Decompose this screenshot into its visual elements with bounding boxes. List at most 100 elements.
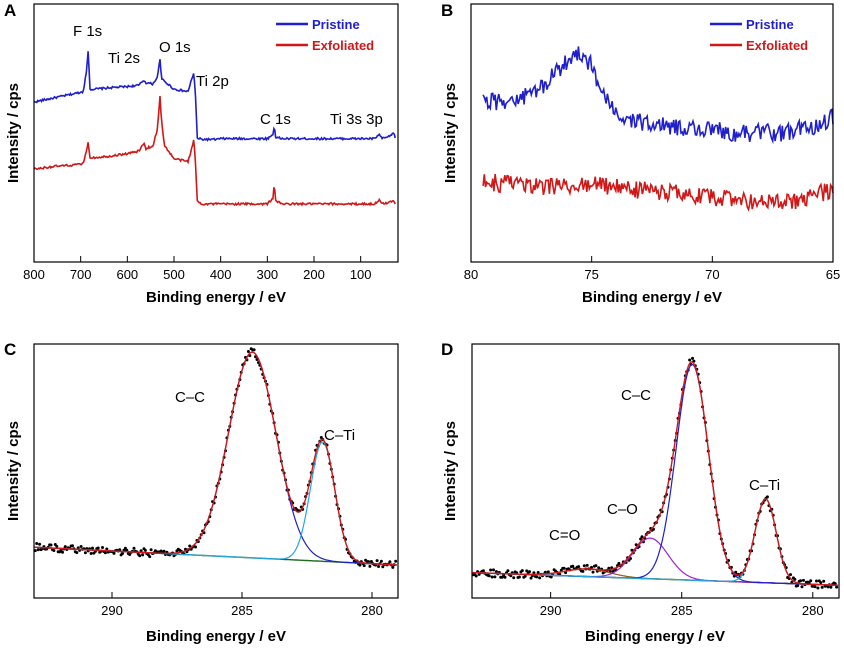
data-point-c-55 [112,551,116,555]
data-point-c-40 [91,546,94,550]
data-point-c-29 [75,551,79,555]
data-point-c-77 [143,548,147,552]
data-point-c-74 [139,549,143,553]
data-point-c-26 [71,544,74,548]
panel-d: D 290 285 280 Binding energy / eV Intensit… [441,340,840,645]
data-point-c-13 [52,549,56,552]
data-point-d-73 [577,565,581,569]
data-point-c-242 [379,559,383,563]
envelope-line-c [33,351,397,566]
data-points-c [33,347,398,569]
annotation-c-cc: C–C [175,389,205,406]
data-point-d-223 [793,577,797,581]
data-point-d-229 [802,578,805,582]
x-tick-label-a-6: 200 [303,267,325,282]
data-point-d-20 [500,575,504,579]
panel-c-ylabel: Intensity / cps [5,421,22,521]
data-point-d-87 [597,566,601,570]
panel-a-annotations: F 1s Ti 2s O 1s Ti 2p C 1s Ti 3s 3p [73,23,383,128]
data-point-c-73 [138,554,142,558]
data-point-d-2 [474,574,478,578]
data-point-d-52 [546,570,550,574]
x-tick-label-a-5: 300 [256,267,278,282]
panel-d-xlabel: Binding energy / eV [585,628,725,645]
panel-d-annotations: C=O C–O C–C C–Ti [549,387,780,544]
data-point-d-36 [523,574,527,578]
panel-c: C 290 285 280 Binding energy / eV Intensit… [4,340,399,645]
data-point-d-204 [765,495,769,499]
data-point-d-69 [571,564,575,568]
x-tick-label-b-0: 80 [464,267,478,282]
annotation-d-cc: C–C [621,387,651,404]
annotation-d-co: C–O [607,501,638,518]
panel-d-letter: D [441,340,453,359]
series-pristine-a [33,51,396,143]
panel-c-xlabel: Binding energy / eV [146,628,286,645]
annotation-ti2s: Ti 2s [108,50,140,67]
data-point-c-49 [103,551,107,555]
data-point-d-220 [789,573,792,577]
data-points-d [471,356,839,590]
data-point-d-54 [549,575,553,579]
data-point-d-63 [562,566,566,570]
data-point-d-7 [481,569,485,573]
data-point-c-3 [38,542,42,546]
data-point-c-44 [96,546,100,550]
series-exfoliated-a [33,95,396,207]
annotation-d-co-double: C=O [549,527,580,544]
data-point-c-1 [35,542,39,545]
x-tick-label-a-7: 100 [350,267,372,282]
data-point-d-26 [509,574,513,578]
data-point-c-69 [132,546,136,550]
panel-a-plot-area: 800 700 600 500 400 300 200 100 [23,51,396,282]
x-tick-label-c-0: 290 [101,603,123,618]
data-point-d-248 [829,585,833,589]
panel-c-letter: C [4,340,16,359]
panel-d-ylabel: Intensity / cps [442,421,459,521]
data-point-d-15 [493,575,497,579]
data-point-d-28 [512,576,516,580]
data-point-d-46 [538,576,542,580]
data-point-c-108 [188,544,192,548]
panel-a-letter: A [4,1,16,20]
x-tick-label-a-2: 600 [116,267,138,282]
data-point-c-243 [381,565,385,569]
data-point-c-61 [121,552,124,555]
legend-label-pristine-b: Pristine [746,17,794,32]
annotation-ti2p: Ti 2p [196,73,229,90]
data-point-d-241 [819,581,823,585]
panel-b: B 80 75 70 65 Binding energy / eV Intensity… [441,1,840,306]
annotation-f1s: F 1s [73,23,102,40]
data-point-c-239 [375,559,379,563]
x-tick-label-d-1: 285 [671,603,693,618]
data-point-c-39 [89,552,93,555]
data-point-d-246 [826,585,830,589]
data-point-d-34 [520,569,524,573]
x-tick-label-b-1: 75 [584,267,598,282]
series-pristine-b [482,46,834,145]
data-point-c-32 [79,545,83,548]
data-point-c-234 [368,564,372,568]
panel-a-ylabel: Intensity / cps [5,83,22,183]
data-point-d-13 [490,575,494,579]
data-point-c-47 [101,546,104,549]
data-point-d-242 [820,585,824,589]
data-point-c-250 [391,565,395,569]
data-point-d-44 [535,575,539,579]
data-point-d-79 [585,563,589,567]
data-point-d-45 [536,571,540,574]
annotation-c-cti: C–Ti [324,427,355,444]
data-point-d-42 [532,571,536,575]
panel-a-xlabel: Binding energy / eV [146,289,286,306]
x-tick-label-a-4: 400 [210,267,232,282]
data-point-c-90 [162,549,166,553]
data-point-d-225 [796,584,800,588]
panel-b-frame [470,3,834,263]
panel-a-frame [33,3,399,263]
data-point-d-76 [581,569,585,573]
data-point-c-59 [118,548,122,552]
data-point-c-19 [61,550,64,554]
data-point-c-233 [367,560,370,564]
annotation-ti3s3p: Ti 3s 3p [330,111,383,128]
